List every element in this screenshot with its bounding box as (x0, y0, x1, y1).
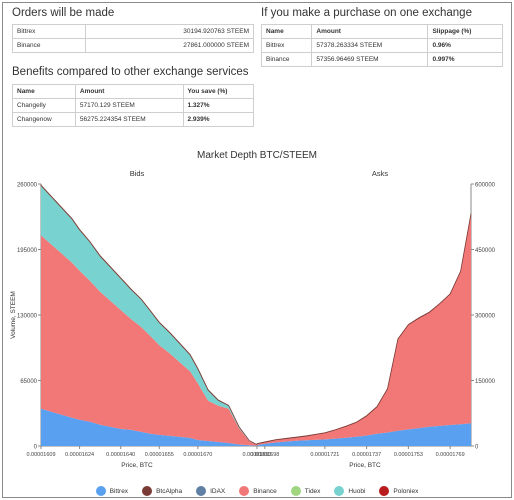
market-depth-chart: Market Depth BTC/STEEM Bids Asks 0 65000 1300… (10, 150, 496, 469)
x-tick-label-asks: 0.00001698 (250, 452, 279, 458)
benefits-table: Name Amount You save (%) Changelly 57170… (12, 84, 254, 127)
legend-item-binance[interactable]: Binance (239, 486, 277, 496)
y-tick-label-left: 195000 (17, 248, 38, 254)
table-row: Bittrex 57378.263334 STEEM 0.96% (260, 38, 503, 53)
legend-label: Poloniex (393, 487, 419, 495)
table-row: Binance 57356.96469 STEEM 0.997% (260, 52, 503, 67)
legend-swatch (239, 486, 250, 496)
legend-item-bittrex[interactable]: Bittrex (95, 486, 129, 496)
y-tick-label-right: 0 (475, 445, 479, 451)
asks-subtitle: Asks (372, 169, 389, 178)
legend-label: BtcAlpha (156, 487, 183, 495)
table-row: Changenow 56275.224354 STEEM 2.939% (12, 112, 254, 127)
legend-item-tidex[interactable]: Tidex (290, 486, 321, 496)
orders-title: Orders will be made (12, 7, 115, 19)
orders-table: Bittrex 30194.920763 STEEM Binance 27861… (12, 24, 254, 53)
legend-item-idax[interactable]: IDAX (196, 486, 225, 496)
asks-area-btcalpha (256, 213, 472, 445)
y-tick-label-left: 65000 (20, 379, 37, 385)
x-tick-label-bids: 0.00001693 (242, 452, 271, 458)
legend-item-poloniex[interactable]: Poloniex (379, 486, 418, 496)
x-tick-label-asks: 0.00001721 (310, 452, 339, 458)
orders-amount-cell: 27861.000000 STEEM (85, 38, 254, 53)
bids-area-btcalpha (40, 184, 258, 446)
x-tick-label-bids: 0.00001640 (106, 452, 135, 458)
x-tick-label-asks: 0.00001753 (394, 452, 423, 458)
x-tick-label-asks: 0.00001769 (436, 452, 465, 458)
legend-label: Huobi (348, 487, 366, 495)
y-tick-label-left: 130000 (17, 314, 38, 320)
legend-label: Binance (253, 487, 277, 495)
amount-cell: 57356.96469 STEEM (311, 52, 429, 67)
y-tick-label-left: 260000 (17, 183, 38, 189)
x-tick-label-asks: 0.00001737 (352, 452, 381, 458)
legend-label: IDAX (210, 487, 226, 495)
x-tick-label-bids: 0.00001655 (145, 452, 174, 458)
table-row: Binance 27861.000000 STEEM (12, 38, 254, 53)
chart-title: Market Depth BTC/STEEM (197, 150, 317, 161)
single-exchange-title: If you make a purchase on one exchange (261, 7, 472, 19)
x-tick-label-bids: 0.00001624 (65, 452, 94, 458)
name-cell: Changenow (12, 112, 76, 127)
legend-swatch (95, 486, 106, 496)
y-tick-label-left: 0 (34, 445, 38, 451)
benefits-title: Benefits compared to other exchange serv… (12, 66, 249, 78)
legend-swatch (334, 486, 345, 496)
bids-subtitle: Bids (130, 169, 145, 178)
amount-cell: 56275.224354 STEEM (74, 112, 184, 127)
legend-swatch (196, 486, 207, 496)
y-tick-label-right: 300000 (475, 314, 496, 320)
asks-area-bittrex (257, 423, 471, 446)
x-tick-label-bids: 0.00001670 (183, 452, 212, 458)
legend-swatch (290, 486, 301, 496)
asks-area-binance (257, 213, 471, 446)
name-cell: Binance (260, 52, 313, 67)
legend-label: Tidex (304, 487, 321, 495)
legend-item-btcalpha[interactable]: BtcAlpha (142, 486, 182, 496)
bids-area-bittrex (41, 408, 257, 446)
chart-legend: Bittrex BtcAlpha IDAX Binance Tidex Huobi Polo… (3, 486, 511, 496)
y-tick-label-right: 150000 (475, 379, 496, 385)
y-tick-label-right: 450000 (475, 248, 496, 254)
table-header-row: Name Amount You save (%) (12, 84, 254, 99)
x-tick-label-bids: 0.00001609 (26, 452, 55, 458)
slippage-cell: 0.997% (427, 52, 503, 67)
y-tick-label-right: 600000 (475, 183, 496, 189)
single-exchange-table: Name Amount Slippage (%) Bittrex 57378.2… (260, 24, 503, 67)
legend-label: Bittrex (109, 487, 129, 495)
bids-area-binance (41, 235, 257, 446)
orders-exchange-cell: Binance (12, 38, 86, 53)
legend-item-huobi[interactable]: Huobi (334, 486, 365, 496)
asks-x-axis-label: Price, BTC (349, 462, 381, 469)
bids-x-axis-label: Price, BTC (121, 462, 153, 469)
legend-swatch (379, 486, 390, 496)
legend-swatch (142, 486, 153, 496)
y-axis-label: Volume, STEEM (10, 291, 17, 339)
save-cell: 2.939% (182, 112, 254, 127)
